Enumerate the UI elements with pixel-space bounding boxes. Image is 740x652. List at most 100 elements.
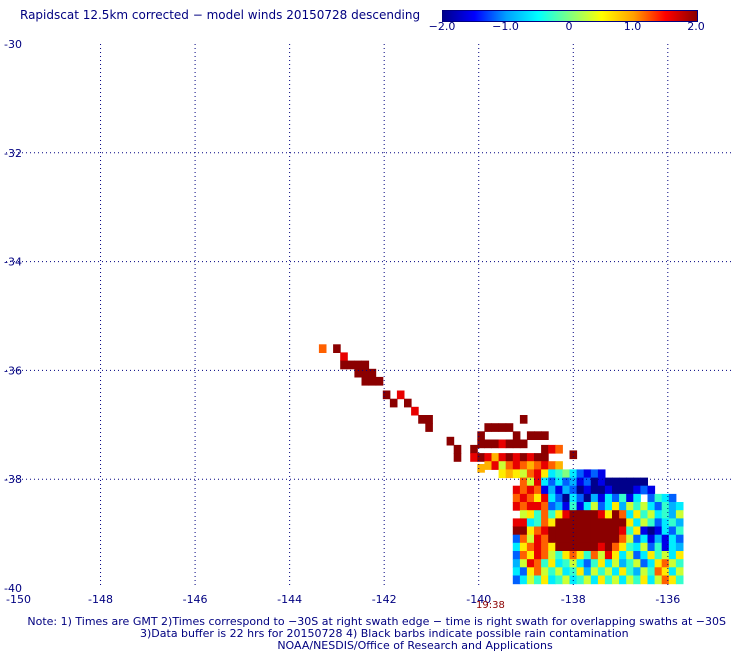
- wind-cell: [526, 453, 535, 462]
- wind-cell: [626, 542, 634, 552]
- wind-cell: [661, 534, 670, 544]
- wind-cell: [604, 485, 613, 495]
- wind-cell: [590, 567, 599, 576]
- longitude-tick-label: -146: [183, 593, 208, 606]
- latitude-tick-label: -36: [4, 364, 22, 377]
- wind-cell: [597, 493, 606, 503]
- wind-cell: [519, 485, 528, 495]
- wind-cell: [668, 502, 677, 511]
- wind-cell: [548, 485, 556, 495]
- latitude-tick-label: -32: [4, 147, 22, 160]
- wind-cell: [654, 526, 663, 536]
- wind-cell: [569, 559, 578, 568]
- wind-cell: [498, 461, 507, 470]
- wind-cell: [576, 534, 585, 544]
- wind-cell: [647, 542, 656, 552]
- wind-cell: [583, 493, 592, 503]
- wind-cell: [534, 542, 542, 552]
- wind-cell: [583, 534, 592, 544]
- wind-cell: [612, 493, 620, 503]
- wind-cell: [647, 567, 656, 576]
- latitude-tick-label: -34: [4, 256, 22, 269]
- wind-cell: [519, 510, 528, 519]
- wind-cell: [590, 559, 599, 568]
- wind-cell: [583, 502, 592, 511]
- wind-cell: [576, 518, 585, 528]
- wind-cell: [633, 485, 641, 495]
- wind-cell: [526, 469, 535, 479]
- wind-cell: [446, 436, 455, 446]
- wind-cell: [583, 477, 592, 487]
- wind-cell: [661, 542, 670, 552]
- wind-cell: [640, 534, 648, 544]
- wind-cell: [534, 526, 542, 536]
- wind-cell: [526, 493, 535, 503]
- wind-cell: [541, 469, 549, 479]
- wind-cell: [519, 518, 528, 528]
- wind-cell: [453, 444, 462, 454]
- wind-cell: [555, 559, 563, 568]
- wind-cell: [661, 575, 670, 585]
- wind-cell: [382, 390, 391, 400]
- wind-cell: [541, 526, 549, 536]
- wind-cell: [526, 518, 535, 528]
- wind-cell: [368, 368, 377, 378]
- wind-cell: [555, 502, 563, 511]
- wind-cell: [590, 534, 599, 544]
- wind-cell: [640, 502, 648, 511]
- wind-cell: [597, 551, 606, 560]
- wind-cell: [604, 534, 613, 544]
- wind-cell: [534, 469, 542, 479]
- wind-cell: [619, 559, 627, 568]
- wind-cell: [626, 510, 634, 519]
- wind-cell: [576, 575, 585, 585]
- wind-cell: [647, 485, 656, 495]
- wind-cell: [633, 542, 641, 552]
- wind-cell: [548, 551, 556, 560]
- wind-cell: [368, 376, 377, 386]
- wind-cell: [590, 493, 599, 503]
- wind-cell: [626, 534, 634, 544]
- wind-cell: [590, 551, 599, 560]
- wind-cell: [569, 518, 578, 528]
- wind-cell: [597, 575, 606, 585]
- wind-cell: [505, 439, 514, 449]
- wind-cell: [597, 542, 606, 552]
- wind-cell: [597, 477, 606, 487]
- wind-cell: [576, 469, 585, 479]
- wind-cell: [569, 510, 578, 519]
- wind-cell: [562, 542, 570, 552]
- wind-cell: [590, 510, 599, 519]
- wind-cell: [654, 551, 663, 560]
- wind-cell: [668, 534, 677, 544]
- wind-cell: [526, 567, 535, 576]
- wind-cell: [576, 526, 585, 536]
- colorbar-tick-label: −2.0: [428, 20, 456, 33]
- wind-cell: [576, 485, 585, 495]
- wind-cell: [576, 559, 585, 568]
- wind-cell: [633, 575, 641, 585]
- wind-cell: [654, 559, 663, 568]
- wind-cell: [626, 559, 634, 568]
- wind-cell: [526, 431, 535, 440]
- wind-cell: [548, 575, 556, 585]
- wind-cell: [569, 485, 578, 495]
- colorbar-tick-label: 0: [565, 20, 573, 33]
- wind-cell: [647, 559, 656, 568]
- wind-cell: [470, 444, 478, 454]
- wind-cell: [661, 526, 670, 536]
- wind-cell: [633, 510, 641, 519]
- wind-cell: [626, 477, 634, 487]
- wind-cell: [590, 477, 599, 487]
- wind-cell: [562, 493, 570, 503]
- wind-cell: [541, 485, 549, 495]
- wind-cell: [555, 526, 563, 536]
- map-grid: [6, 44, 734, 588]
- wind-cell: [512, 502, 521, 511]
- longitude-tick-label: -142: [372, 593, 397, 606]
- wind-cell: [548, 526, 556, 536]
- wind-cell: [505, 423, 514, 432]
- wind-cell: [619, 477, 627, 487]
- wind-cell: [668, 567, 677, 576]
- wind-cell: [519, 502, 528, 511]
